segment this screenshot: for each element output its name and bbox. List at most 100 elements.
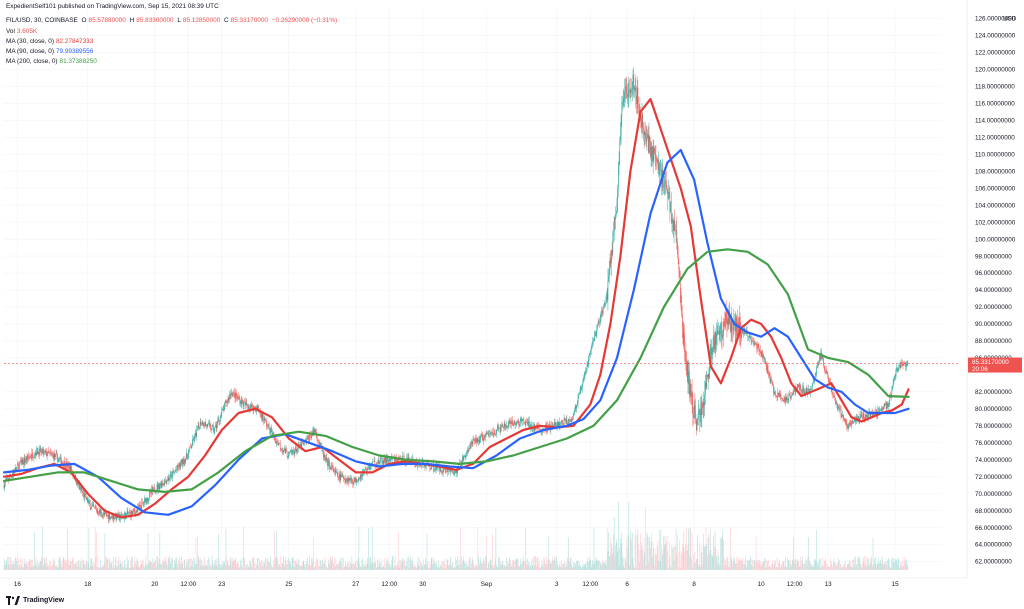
volume-bar <box>526 558 528 570</box>
volume-bar <box>587 557 589 570</box>
candle-body <box>707 374 709 377</box>
candle-body <box>685 351 687 361</box>
candle-body <box>595 334 597 336</box>
volume-bar <box>6 561 8 570</box>
volume-bar <box>707 537 709 570</box>
volume-bar <box>698 564 700 570</box>
volume-bar <box>779 559 781 570</box>
candle-body <box>794 389 795 391</box>
volume-bar <box>618 565 620 570</box>
volume-bar <box>662 549 664 570</box>
volume-bar <box>266 565 267 570</box>
volume-bar <box>239 566 241 570</box>
volume-bar <box>772 559 774 570</box>
candle-body <box>510 421 512 425</box>
volume-bar <box>602 561 604 570</box>
volume-bar <box>291 566 292 570</box>
candle-body <box>670 201 671 213</box>
volume-bar <box>30 567 32 570</box>
candle-body <box>889 394 891 403</box>
y-tick-label: 122.00000000 <box>975 50 1016 57</box>
candle-body <box>446 468 448 473</box>
volume-bar <box>576 560 577 570</box>
volume-bar <box>681 553 682 570</box>
ma30-legend: MA (30, close, 0) 82.27847333 <box>6 38 95 46</box>
candle-body <box>865 414 866 420</box>
candle-body <box>327 458 328 466</box>
volume-bar <box>876 563 878 570</box>
candle-body <box>87 497 88 503</box>
volume-bar <box>482 563 483 570</box>
candle-body <box>650 141 651 157</box>
volume-bar <box>348 567 350 570</box>
candle-body <box>851 421 852 426</box>
volume-bar <box>201 565 203 570</box>
candle-body <box>702 402 703 408</box>
volume-bar <box>124 563 126 570</box>
candle-body <box>620 115 622 136</box>
candle-body <box>643 127 645 136</box>
volume-bar <box>471 563 472 570</box>
volume-bar <box>886 558 888 570</box>
candle-body <box>187 456 188 459</box>
candle-body <box>288 452 289 459</box>
candle-body <box>495 433 497 435</box>
volume-bar <box>361 560 362 570</box>
volume-bar <box>650 540 652 570</box>
candle-body <box>777 392 778 398</box>
volume-bar <box>85 565 86 570</box>
volume-bar <box>896 559 897 570</box>
volume-bar <box>582 562 584 570</box>
candle-body <box>719 329 721 336</box>
volume-bar <box>746 560 748 570</box>
volume-bar <box>64 560 65 570</box>
volume-bar <box>469 558 470 570</box>
volume-bar <box>243 526 244 570</box>
volume-bar <box>453 567 454 570</box>
candle-body <box>69 465 70 470</box>
volume-bar <box>882 559 884 570</box>
volume-bar <box>263 562 264 570</box>
volume-bar <box>719 565 721 570</box>
volume-bar <box>499 557 500 570</box>
volume-bar <box>583 565 584 570</box>
tradingview-brand[interactable]: TradingView <box>6 596 64 605</box>
candle-body <box>160 483 161 486</box>
volume-bar <box>572 567 573 570</box>
volume-bar <box>630 531 632 570</box>
volume-bar <box>873 564 875 570</box>
candle-body <box>361 474 362 478</box>
candle-body <box>12 473 14 475</box>
candle-body <box>440 468 442 473</box>
candle-body <box>860 414 861 419</box>
volume-bar <box>201 559 202 570</box>
volume-bar <box>370 557 371 570</box>
volume-bar <box>367 563 369 570</box>
volume-bar <box>525 528 527 570</box>
volume-bar <box>126 567 127 570</box>
volume-bar <box>508 557 510 570</box>
volume-bar <box>208 557 209 570</box>
volume-bar <box>382 565 384 570</box>
volume-bar <box>87 562 89 570</box>
volume-bar <box>369 557 371 570</box>
candle-body <box>682 326 684 344</box>
volume-bar <box>461 564 463 570</box>
candle-body <box>690 384 692 397</box>
volume-bar <box>35 556 37 570</box>
candle-body <box>353 478 355 484</box>
volume-bar <box>580 565 582 570</box>
volume-bar <box>61 567 63 570</box>
candle-body <box>596 328 598 335</box>
volume-bar <box>518 566 520 570</box>
volume-bar <box>253 557 255 570</box>
candle-body <box>503 427 504 428</box>
candle-body <box>507 427 509 428</box>
candle-body <box>35 452 37 456</box>
volume-bar <box>52 565 54 570</box>
candle-body <box>589 353 591 356</box>
volume-bar <box>550 562 552 570</box>
volume-bar <box>649 537 650 570</box>
volume-bar <box>200 566 202 570</box>
